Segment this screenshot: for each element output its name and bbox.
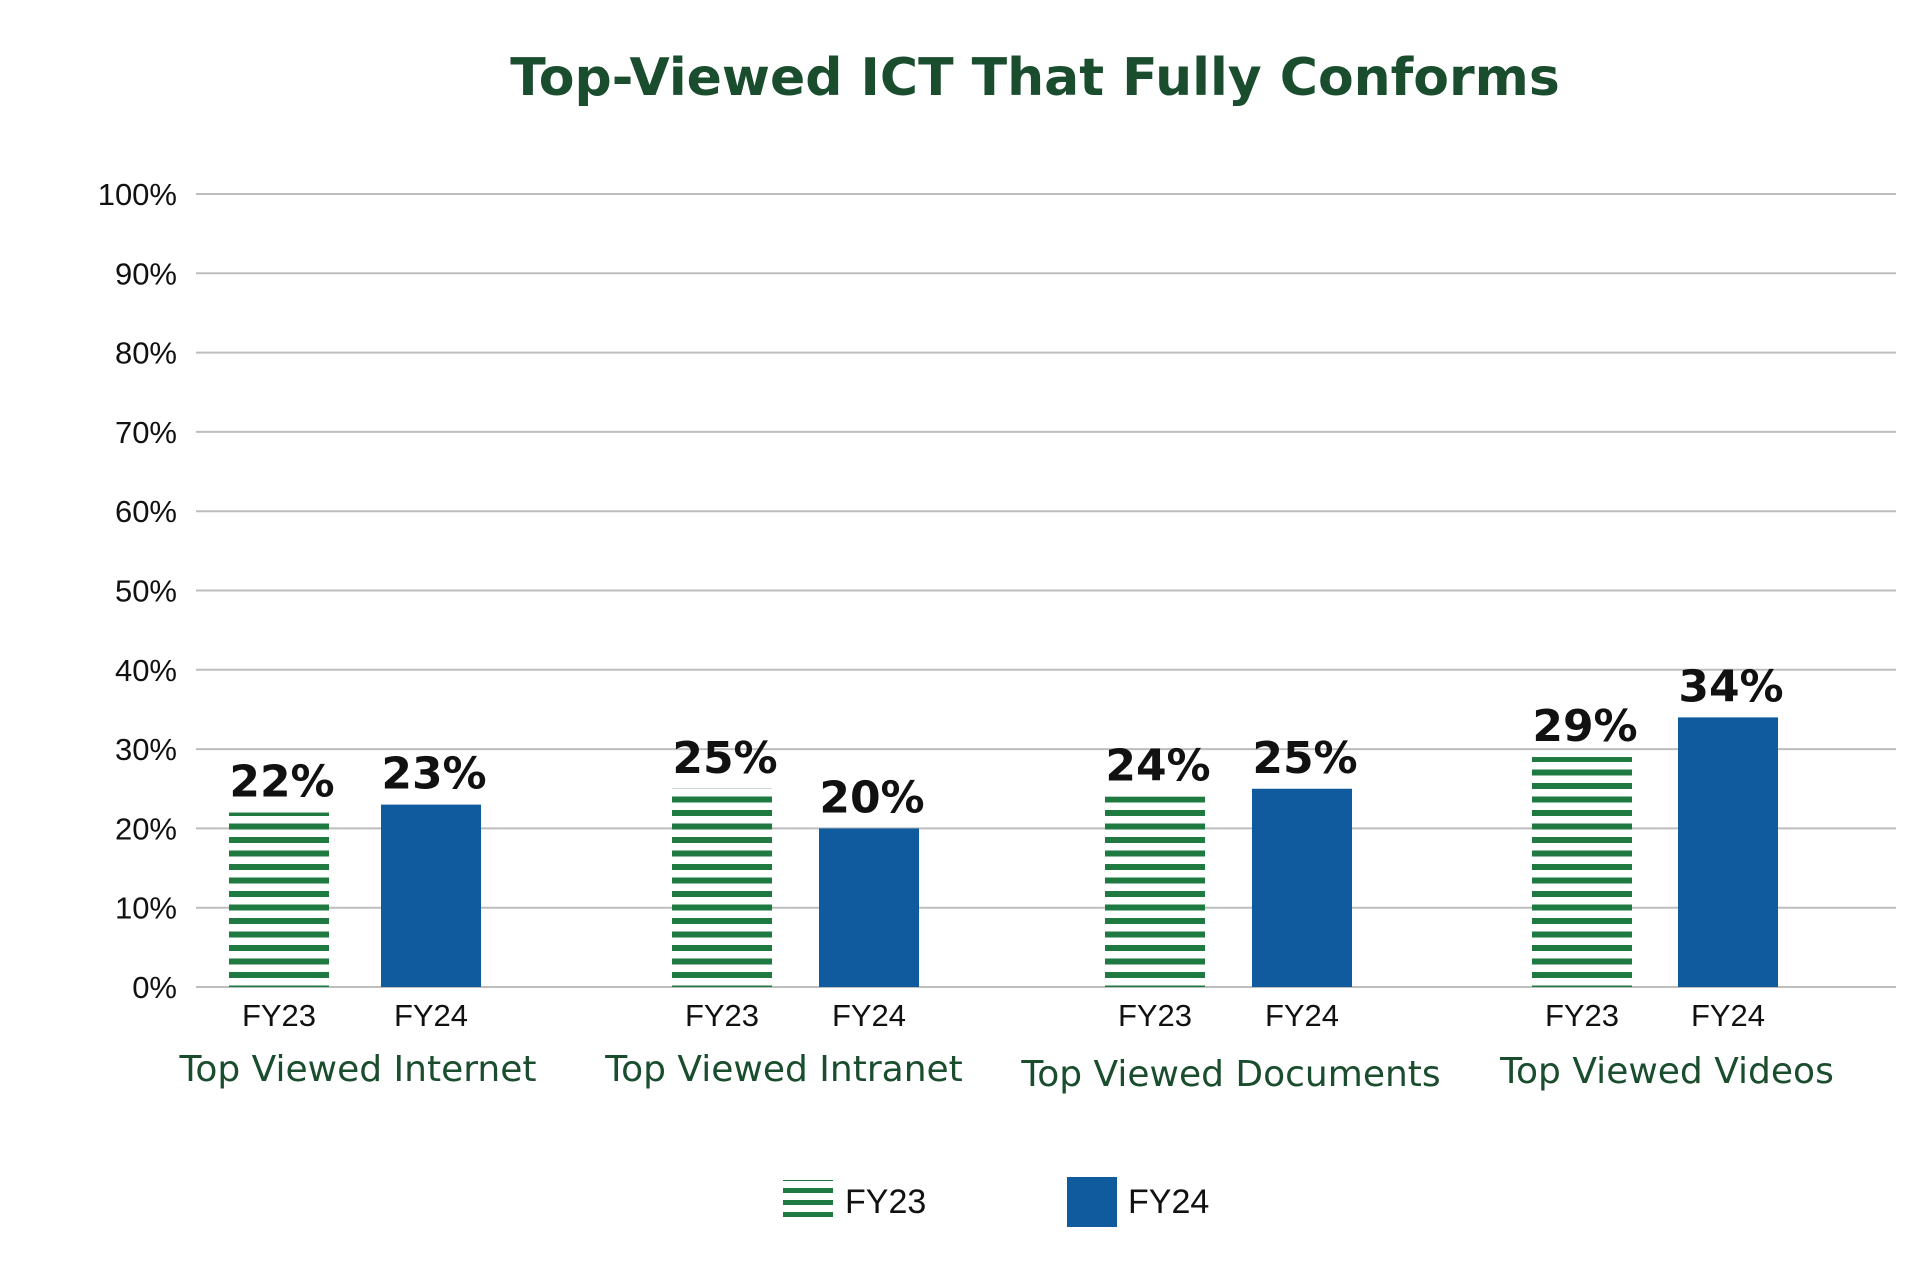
data-label: 25%	[1252, 733, 1357, 784]
x-axis-ticks: FY23 FY24 FY23 FY24 FY23 FY24 FY23 FY24	[242, 998, 1765, 1033]
group-labels: Top Viewed Internet Top Viewed Intranet To…	[178, 1049, 1833, 1095]
group-label: Top Viewed Videos	[1499, 1051, 1834, 1092]
data-labels: 22% 23% 25% 20% 24% 25% 29% 34%	[229, 661, 1783, 823]
legend-swatch-fy23	[783, 1180, 833, 1222]
y-tick-label: 50%	[115, 574, 177, 609]
bar-fy23-1	[229, 812, 329, 987]
bars	[229, 717, 1778, 987]
data-label: 34%	[1678, 661, 1783, 712]
y-tick-label: 90%	[115, 256, 177, 291]
y-tick-label: 0%	[132, 970, 177, 1005]
data-label: 20%	[819, 772, 924, 823]
data-label: 24%	[1105, 741, 1210, 792]
data-label: 29%	[1532, 701, 1637, 752]
bar-fy24-1	[381, 804, 481, 987]
group-label: Top Viewed Intranet	[604, 1049, 963, 1090]
data-label: 25%	[672, 733, 777, 784]
y-axis-ticks: 0% 10% 20% 30% 40% 50% 60% 70% 80% 90% 100%	[98, 177, 177, 1005]
legend-swatch-fy24	[1067, 1177, 1117, 1227]
x-tick-label: FY24	[1691, 998, 1765, 1033]
x-tick-label: FY24	[1265, 998, 1339, 1033]
bar-fy24-3	[1252, 788, 1352, 987]
y-tick-label: 60%	[115, 494, 177, 529]
bar-fy23-3	[1105, 796, 1205, 987]
bar-fy24-4	[1678, 717, 1778, 987]
y-tick-label: 10%	[115, 891, 177, 926]
y-tick-label: 80%	[115, 336, 177, 371]
data-label: 22%	[229, 757, 334, 808]
legend: FY23 FY24	[783, 1177, 1209, 1227]
x-tick-label: FY23	[1545, 998, 1619, 1033]
bar-fy23-4	[1532, 757, 1632, 987]
x-tick-label: FY24	[832, 998, 906, 1033]
x-tick-label: FY24	[394, 998, 468, 1033]
legend-label-fy23: FY23	[845, 1183, 926, 1221]
chart-title: Top-Viewed ICT That Fully Conforms	[510, 48, 1560, 108]
bar-fy24-2	[819, 828, 919, 987]
x-tick-label: FY23	[685, 998, 759, 1033]
x-tick-label: FY23	[242, 998, 316, 1033]
data-label: 23%	[381, 749, 486, 800]
y-tick-label: 100%	[98, 177, 177, 212]
y-tick-label: 40%	[115, 653, 177, 688]
x-tick-label: FY23	[1118, 998, 1192, 1033]
bar-fy23-2	[672, 788, 772, 987]
legend-label-fy24: FY24	[1128, 1183, 1209, 1221]
y-tick-label: 70%	[115, 415, 177, 450]
y-tick-label: 30%	[115, 732, 177, 767]
group-label: Top Viewed Internet	[178, 1049, 536, 1090]
group-label: Top Viewed Documents	[1020, 1054, 1440, 1095]
y-tick-label: 20%	[115, 811, 177, 846]
